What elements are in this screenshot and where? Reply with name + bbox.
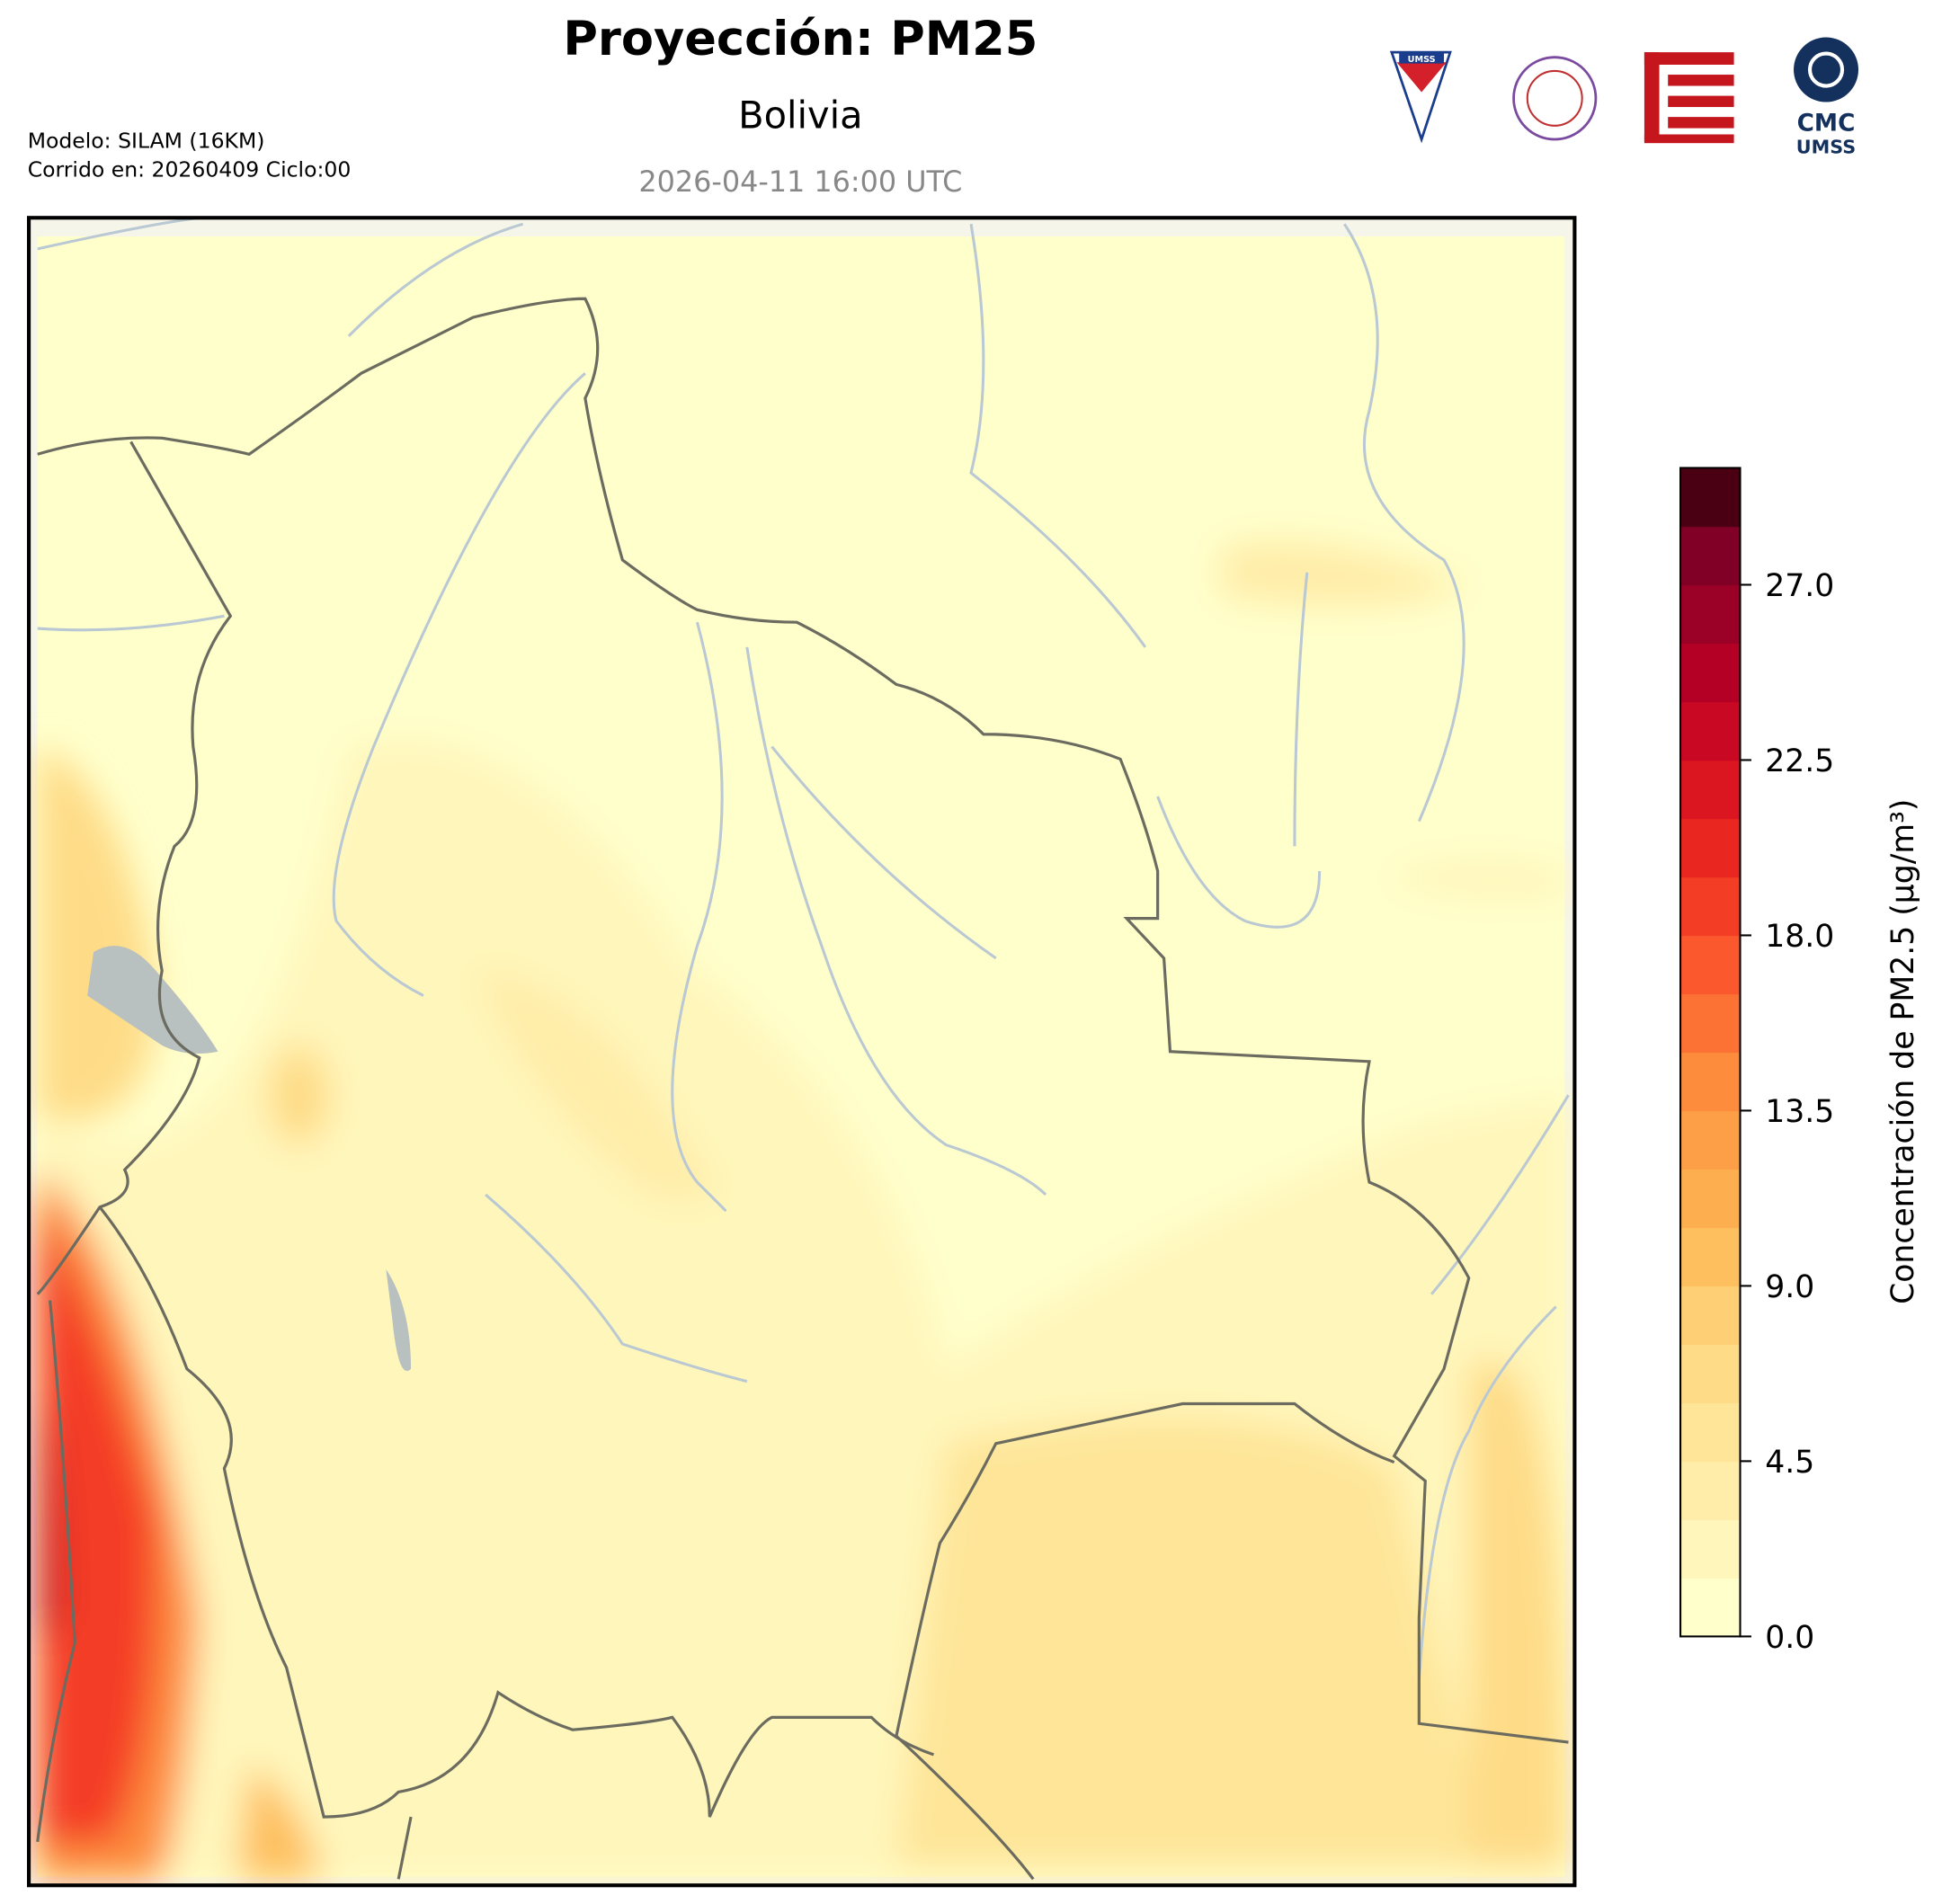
borders: [36, 297, 1569, 1881]
colorbar-level: [1680, 760, 1741, 820]
colorbar-level: [1680, 876, 1741, 937]
colorbar-frame: [1679, 467, 1742, 1638]
colorbar-tick-label: 4.5: [1765, 1445, 1814, 1481]
colorbar-level: [1680, 1461, 1741, 1521]
logo-umss: UMSS: [1389, 50, 1452, 144]
colorbar-level: [1680, 1286, 1741, 1346]
colorbar-level: [1680, 1169, 1741, 1229]
model-info: Modelo: SILAM (16KM): [28, 129, 265, 154]
run-info: Corrido en: 20260409 Ciclo:00: [28, 157, 352, 182]
colorbar-label: Concentración de PM2.5 (μg/m³): [1885, 799, 1921, 1304]
logo-fisica: [1512, 56, 1598, 141]
map-frame: [26, 216, 1577, 1888]
subtitle: Bolivia: [738, 93, 863, 138]
logo-cmc: CMC UMSS: [1794, 37, 1859, 157]
rivers: [37, 218, 1570, 1680]
datetime: 2026-04-11 16:00 UTC: [638, 165, 962, 199]
colorbar-level: [1680, 584, 1741, 645]
colorbar-tick-label: 18.0: [1765, 919, 1834, 955]
colorbar-level: [1680, 1227, 1741, 1287]
colorbar-level: [1680, 935, 1741, 995]
logo-text: UMSS: [1408, 55, 1436, 65]
colorbar-tick-label: 13.5: [1765, 1094, 1834, 1130]
colorbar-level: [1680, 818, 1741, 878]
colorbar-tick-label: 0.0: [1765, 1620, 1814, 1656]
map: [29, 218, 1575, 1886]
colorbar-level: [1680, 1110, 1741, 1170]
colorbar-tick-label: 22.5: [1765, 743, 1834, 779]
logo-fcyt: [1644, 52, 1734, 144]
colorbar-tick-label: 9.0: [1765, 1269, 1814, 1305]
colorbar-level: [1680, 1578, 1741, 1638]
logo-text: UMSS: [1796, 136, 1856, 157]
colorbar-level: [1680, 526, 1741, 586]
colorbar-level: [1680, 701, 1741, 761]
colorbar-level: [1680, 643, 1741, 703]
colorbar-level: [1680, 467, 1741, 528]
colorbar-level: [1680, 1344, 1741, 1404]
colorbar-level: [1680, 993, 1741, 1054]
lakes: [87, 946, 412, 1372]
concentration-field: [37, 540, 1569, 1880]
logo-text: CMC: [1797, 110, 1856, 137]
colorbar-level: [1680, 1052, 1741, 1112]
title: Proyección: PM25: [563, 12, 1038, 67]
colorbar-level: [1680, 1519, 1741, 1579]
colorbar: 0.0 4.5 9.0 13.5 18.0 22.5 27.0: [1679, 467, 1834, 1656]
colorbar-tick-label: 27.0: [1765, 568, 1834, 604]
colorbar-level: [1680, 1402, 1741, 1463]
